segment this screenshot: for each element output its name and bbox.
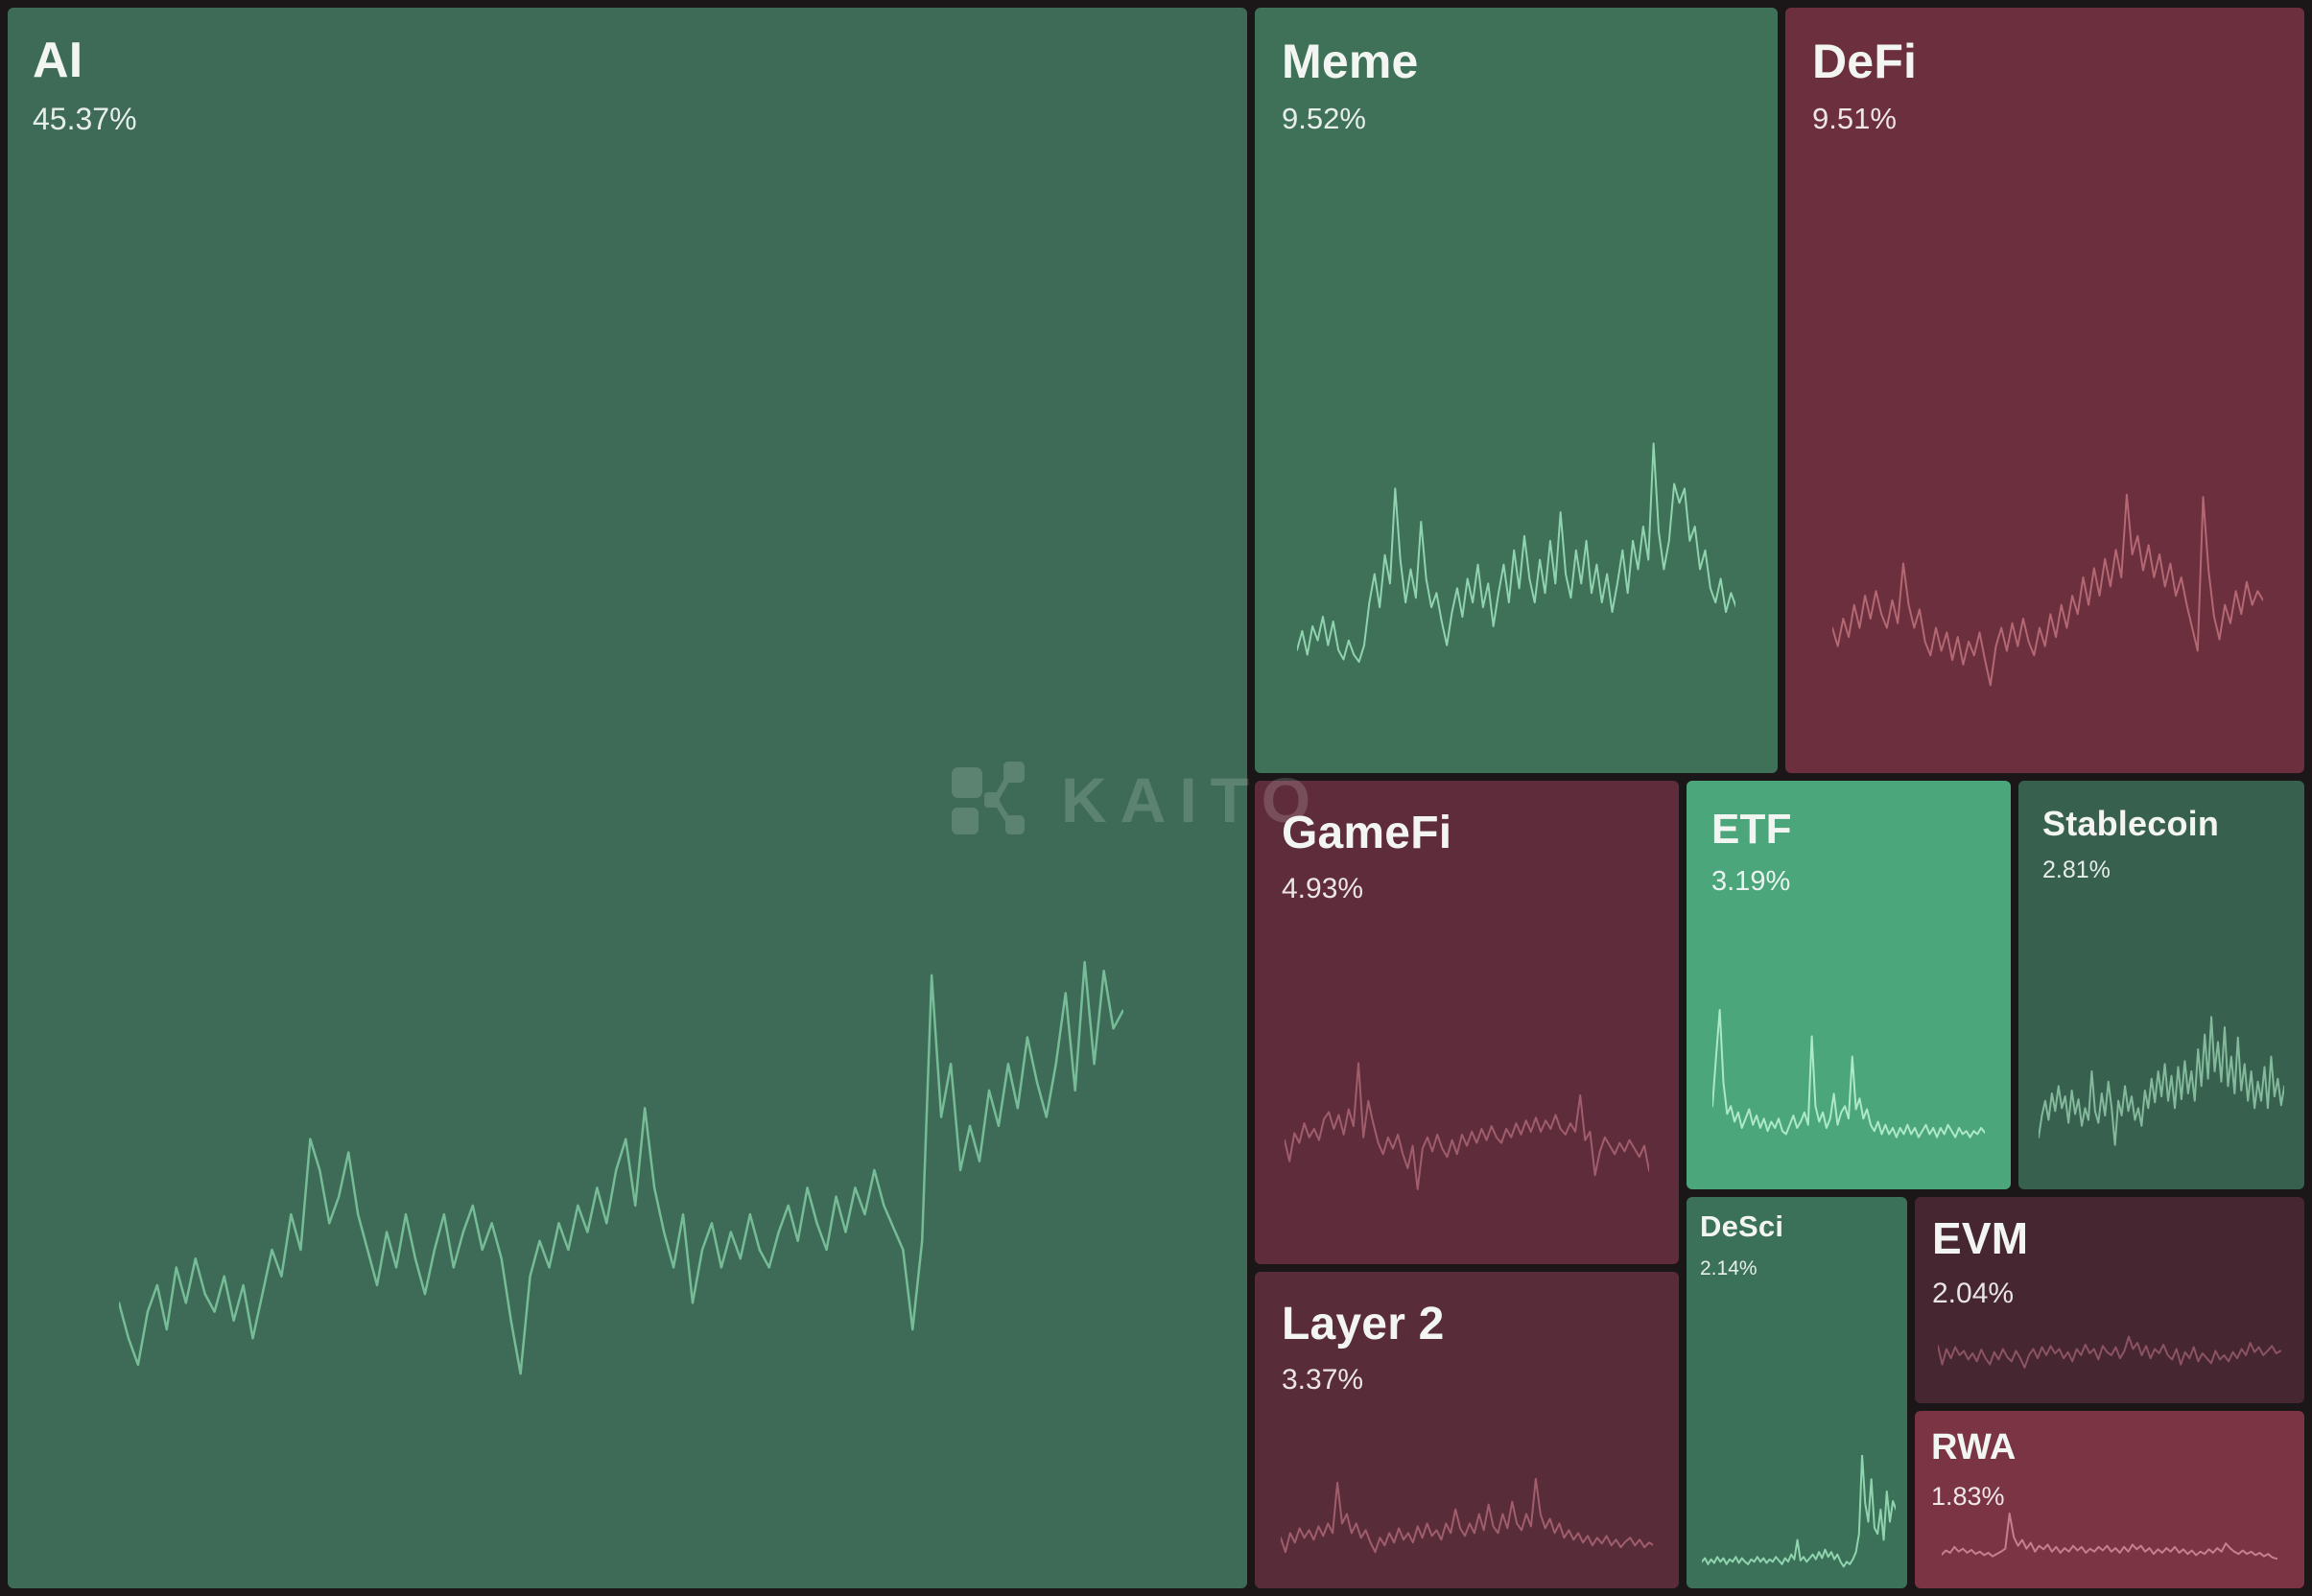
sector-name: RWA xyxy=(1931,1427,2017,1467)
sector-percent: 2.81% xyxy=(2042,857,2111,884)
sparkline xyxy=(1297,436,1736,673)
tile-defi[interactable]: DeFi 9.51% xyxy=(1785,8,2304,773)
tile-etf[interactable]: ETF 3.19% xyxy=(1687,781,2011,1189)
sparkline xyxy=(1832,467,2263,696)
sector-percent: 1.83% xyxy=(1931,1481,2005,1511)
sector-percent: 9.51% xyxy=(1812,102,1897,135)
tile-rwa[interactable]: RWA 1.83% xyxy=(1915,1411,2304,1588)
sparkline xyxy=(1702,1455,1896,1576)
sector-name: EVM xyxy=(1932,1213,2029,1263)
sector-name: DeSci xyxy=(1700,1209,1784,1243)
sparkline xyxy=(119,940,1123,1382)
sector-percent: 3.37% xyxy=(1282,1363,1364,1396)
sector-percent: 45.37% xyxy=(33,102,137,137)
sparkline xyxy=(1942,1511,2277,1569)
sector-name: DeFi xyxy=(1812,35,1918,88)
sparkline xyxy=(2039,1005,2284,1152)
sector-percent: 4.93% xyxy=(1282,872,1364,904)
sparkline xyxy=(1281,1471,1654,1566)
sector-name: ETF xyxy=(1711,806,1792,853)
tile-layer-2[interactable]: Layer 2 3.37% xyxy=(1255,1272,1679,1588)
tile-gamefi[interactable]: GameFi 4.93% xyxy=(1255,781,1679,1264)
sector-name: Stablecoin xyxy=(2042,804,2220,843)
tile-stablecoin[interactable]: Stablecoin 2.81% xyxy=(2018,781,2304,1189)
sector-name: Layer 2 xyxy=(1282,1299,1445,1350)
sector-percent: 2.04% xyxy=(1932,1277,2015,1309)
sector-name: GameFi xyxy=(1282,808,1452,858)
tile-desci[interactable]: DeSci 2.14% xyxy=(1687,1197,1907,1588)
sparkline xyxy=(1938,1315,2280,1377)
sector-percent: 9.52% xyxy=(1282,102,1366,135)
sparkline xyxy=(1285,1056,1649,1196)
sector-percent: 3.19% xyxy=(1711,866,1791,898)
tile-evm[interactable]: EVM 2.04% xyxy=(1915,1197,2304,1403)
sector-name: AI xyxy=(33,33,83,88)
sparkline xyxy=(1712,998,1985,1153)
sector-percent: 2.14% xyxy=(1700,1256,1758,1279)
tile-ai[interactable]: AI 45.37% xyxy=(8,8,1247,1588)
tile-meme[interactable]: Meme 9.52% xyxy=(1255,8,1778,773)
sector-name: Meme xyxy=(1282,35,1419,88)
